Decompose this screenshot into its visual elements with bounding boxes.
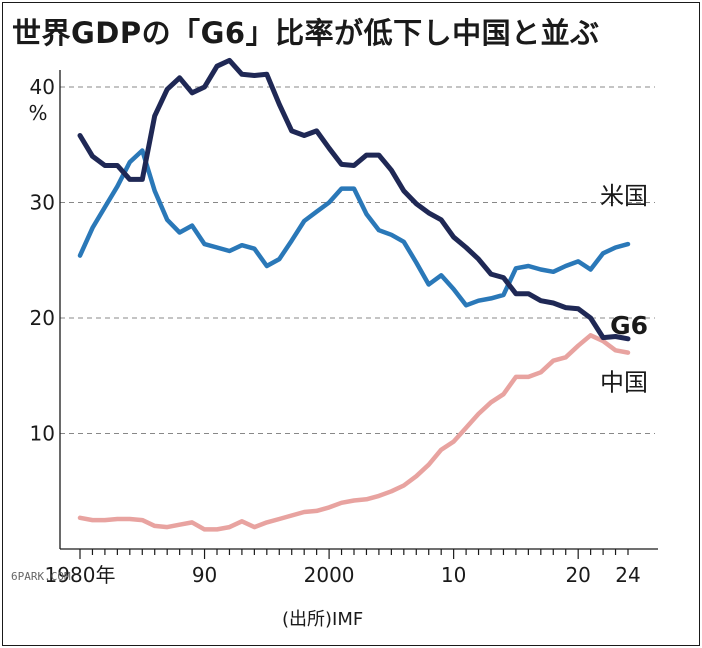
x-tick-label-2020: 20 bbox=[565, 563, 590, 587]
series-label-g6: G6 bbox=[610, 311, 648, 340]
x-tick-label-1990: 90 bbox=[192, 563, 217, 587]
x-tick-label-2000: 2000 bbox=[304, 563, 355, 587]
y-tick-label-10: 10 bbox=[30, 422, 55, 446]
y-tick-label-20: 20 bbox=[30, 306, 55, 330]
chart-title: 世界GDPの「G6」比率が低下し中国と並ぶ bbox=[12, 16, 600, 50]
series-line-g6 bbox=[77, 57, 631, 342]
series-labels: 米国 G6 中国 bbox=[600, 182, 648, 397]
x-tick-label-2010: 10 bbox=[441, 563, 466, 587]
series-line-us bbox=[77, 148, 631, 308]
series-line-china bbox=[77, 333, 631, 532]
x-tick-label-1980: 1980年 bbox=[45, 563, 116, 587]
y-tick-label-30: 30 bbox=[30, 191, 55, 215]
watermark: 6PARK.COM bbox=[11, 570, 71, 583]
y-tick-label-40: 40 bbox=[30, 75, 55, 99]
source-note: (出所)IMF bbox=[282, 609, 363, 630]
axes: 10 20 30 40% 1980年 90 2000 10 20 24 bbox=[28, 70, 658, 587]
x-tick-label-2024: 24 bbox=[615, 563, 640, 587]
series-label-us: 米国 bbox=[600, 182, 648, 210]
series-label-china: 中国 bbox=[600, 369, 648, 397]
y-unit-label: % bbox=[28, 101, 47, 125]
series-lines bbox=[77, 57, 631, 532]
